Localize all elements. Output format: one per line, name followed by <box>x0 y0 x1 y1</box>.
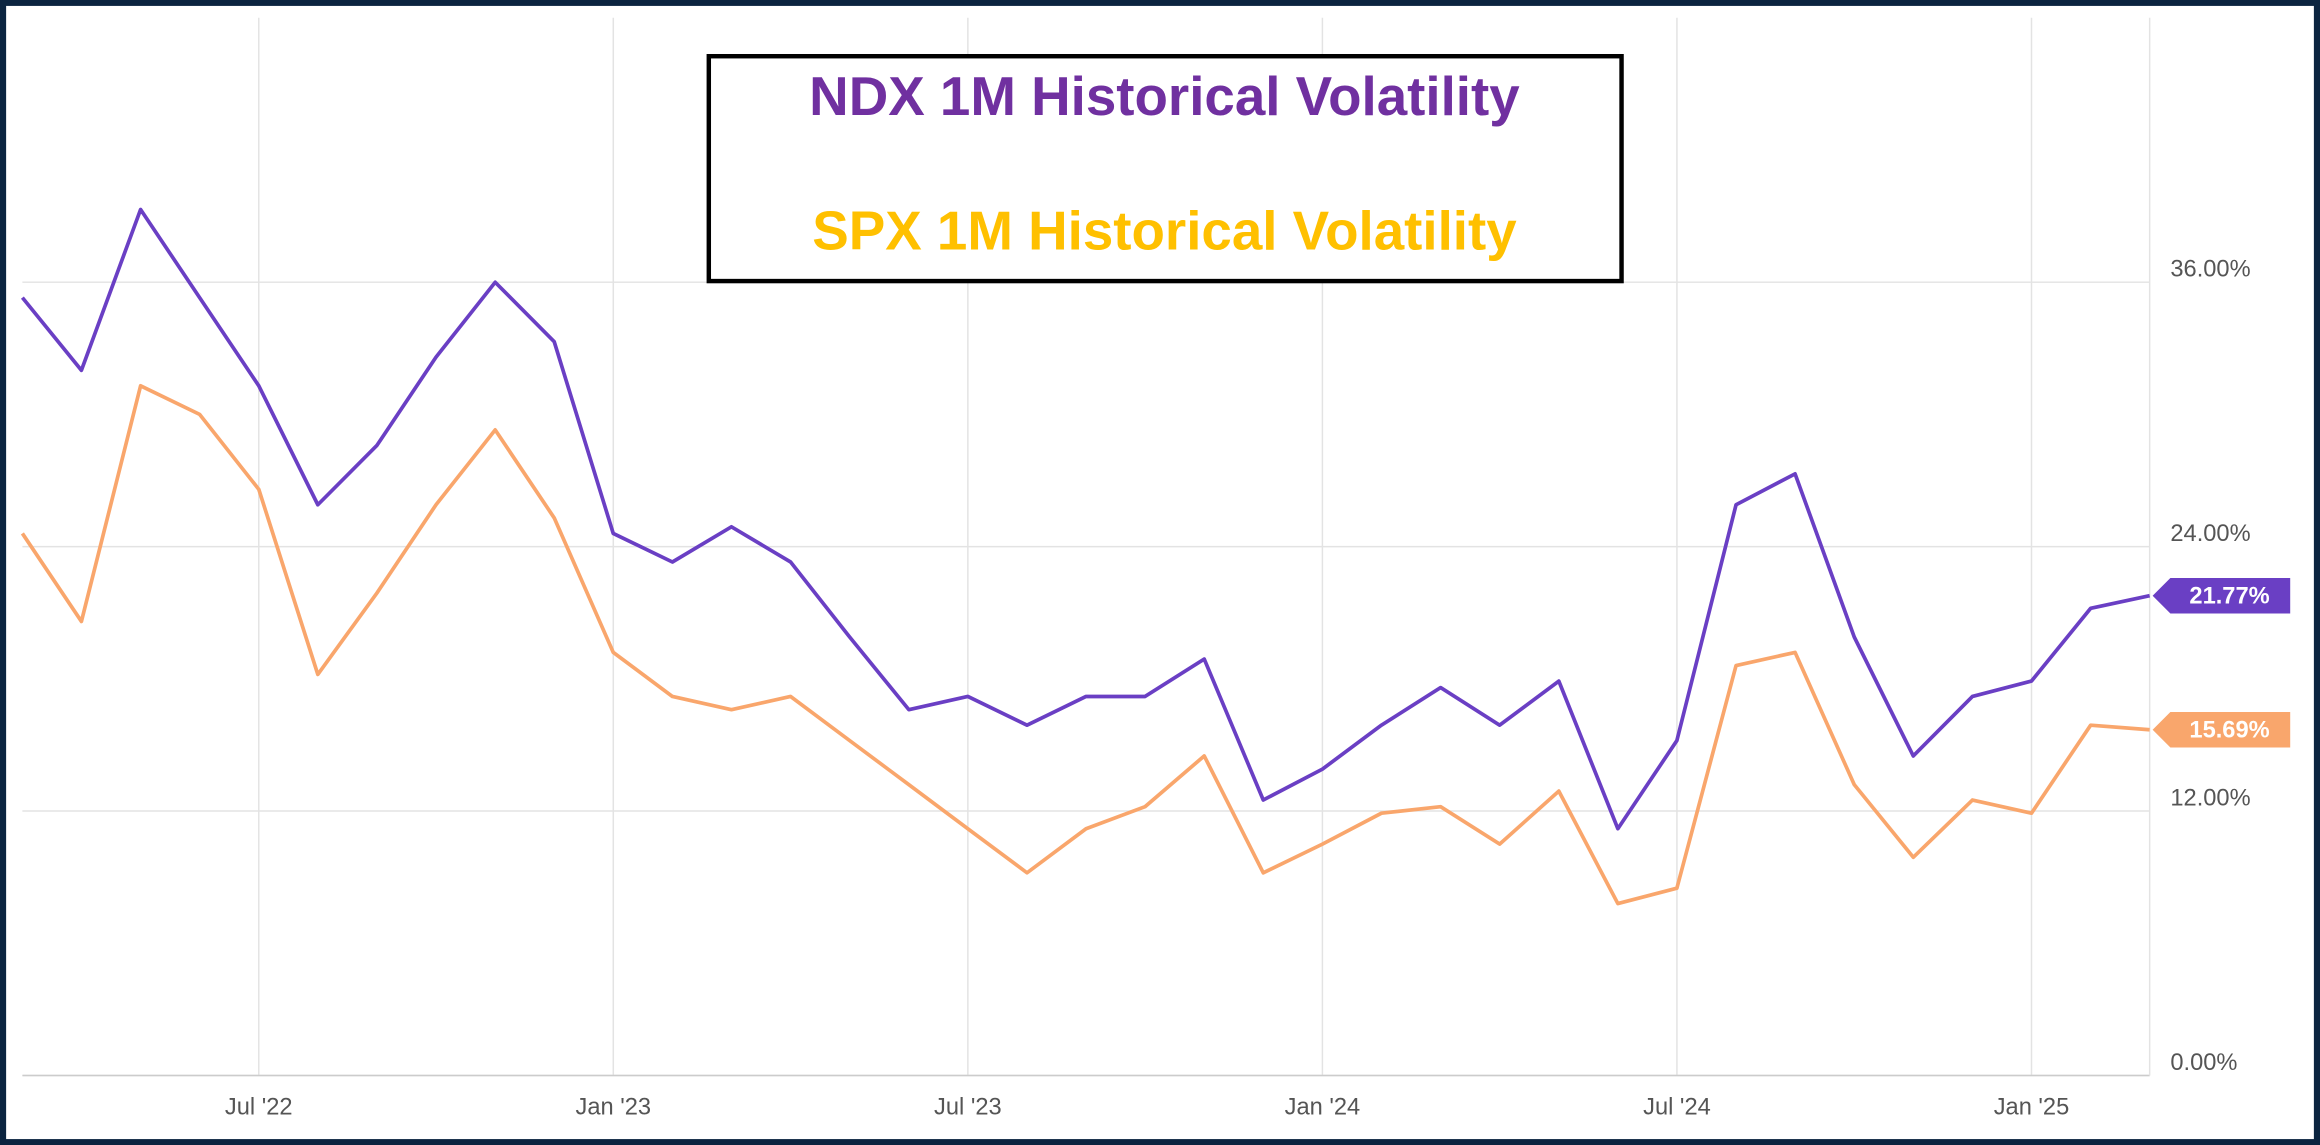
x-tick-label: Jan '23 <box>576 1094 652 1120</box>
y-tick-label: 36.00% <box>2170 257 2250 283</box>
legend-entry: SPX 1M Historical Volatility <box>812 200 1517 262</box>
y-tick-label: 24.00% <box>2170 521 2250 547</box>
legend-box <box>706 53 1624 284</box>
x-tick-label: Jan '25 <box>1994 1094 2070 1120</box>
x-tick-label: Jul '22 <box>225 1094 293 1120</box>
x-tick-label: Jul '23 <box>934 1094 1002 1120</box>
x-tick-label: Jan '24 <box>1285 1094 1361 1120</box>
legend-entry: NDX 1M Historical Volatility <box>809 65 1520 127</box>
line <box>20 383 2150 906</box>
end-label-tag <box>2152 711 2291 748</box>
end-label: 15.69% <box>2189 717 2269 743</box>
end-label-tag <box>2152 577 2291 614</box>
line <box>20 207 2151 831</box>
end-label: 21.77% <box>2189 583 2269 609</box>
y-tick-label: 12.00% <box>2170 785 2250 811</box>
y-tick-label: 0.00% <box>2170 1050 2237 1076</box>
x-tick-label: Jul '24 <box>1643 1094 1711 1120</box>
